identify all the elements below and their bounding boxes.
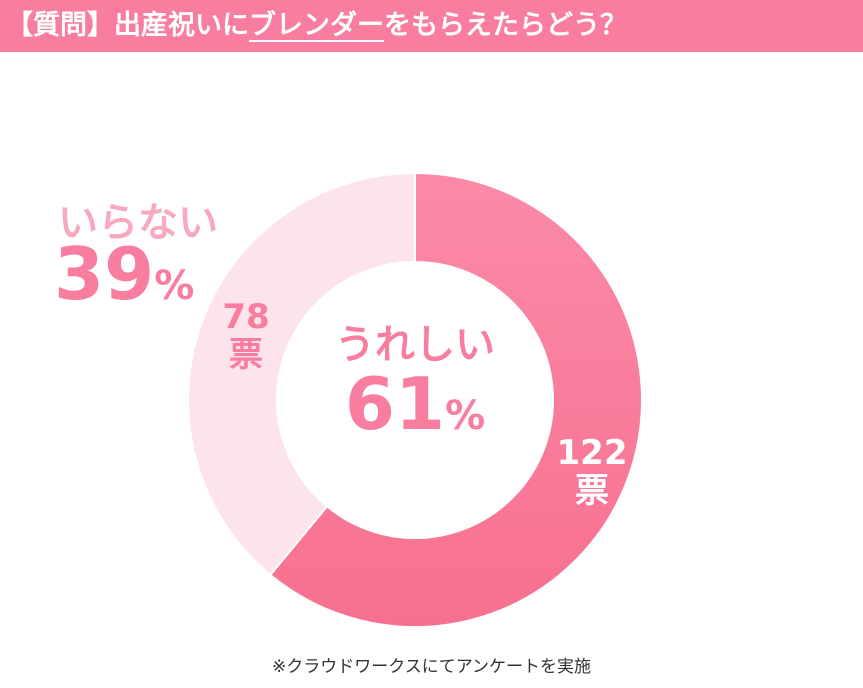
survey-footnote: ※クラウドワークスにてアンケートを実施 (271, 657, 592, 677)
vote-count-like: 122 票 (542, 434, 642, 510)
slice-like (268, 171, 643, 628)
vote-number-dislike: 78 (222, 297, 270, 337)
slice-label-dislike: いらない (58, 200, 218, 246)
percent-value-dislike: 39 (54, 232, 155, 316)
slice-percent-dislike: 39% (54, 232, 194, 316)
page-title: 【質問】出産祝いにブレンダーをもらえたらどう？ (0, 10, 627, 41)
slice-label-like: うれしい (335, 322, 495, 368)
title-highlight: ブレンダー (249, 10, 384, 41)
percent-sign-like: % (445, 393, 486, 439)
percent-sign-dislike: % (154, 263, 195, 309)
vote-unit-like: 票 (575, 471, 609, 511)
percent-value-like: 61 (344, 362, 446, 446)
slice-percent-like: 61% (0, 362, 830, 446)
title-suffix: をもらえたらどう？ (384, 10, 627, 41)
vote-unit-dislike: 票 (229, 335, 263, 375)
slice-dislike (187, 171, 416, 577)
vote-number-like: 122 (556, 433, 628, 473)
title-banner: 【質問】出産祝いにブレンダーをもらえたらどう？ (0, 0, 863, 52)
vote-count-dislike: 78 票 (206, 298, 286, 374)
title-prefix: 【質問】出産祝いに (6, 10, 249, 41)
